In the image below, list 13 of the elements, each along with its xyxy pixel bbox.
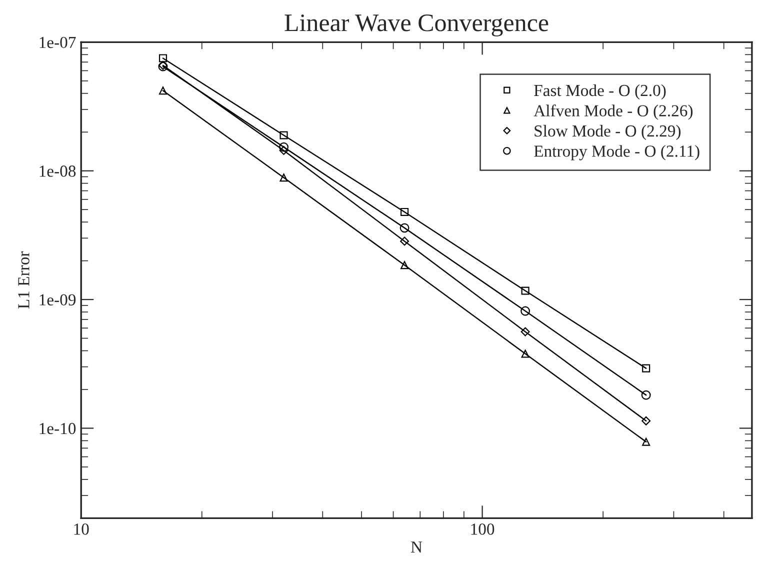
x-tick-label: 100 <box>471 524 494 535</box>
x-tick-label: 10 <box>74 524 89 535</box>
legend-label: Slow Mode - O (2.29) <box>534 124 681 140</box>
y-axis-title: L1 Error <box>18 251 30 309</box>
legend-label: Fast Mode - O (2.0) <box>534 84 666 100</box>
chart-title: Linear Wave Convergence <box>284 14 548 36</box>
legend-label: Entropy Mode - O (2.11) <box>534 145 700 160</box>
legend-label: Alfven Mode - O (2.26) <box>534 104 693 120</box>
y-tick-label: 1e-08 <box>40 166 76 177</box>
y-tick-label: 1e-10 <box>40 422 76 434</box>
x-axis-title: N <box>410 542 422 552</box>
y-tick-label: 1e-07 <box>40 36 76 48</box>
y-tick-label: 1e-09 <box>40 294 76 306</box>
